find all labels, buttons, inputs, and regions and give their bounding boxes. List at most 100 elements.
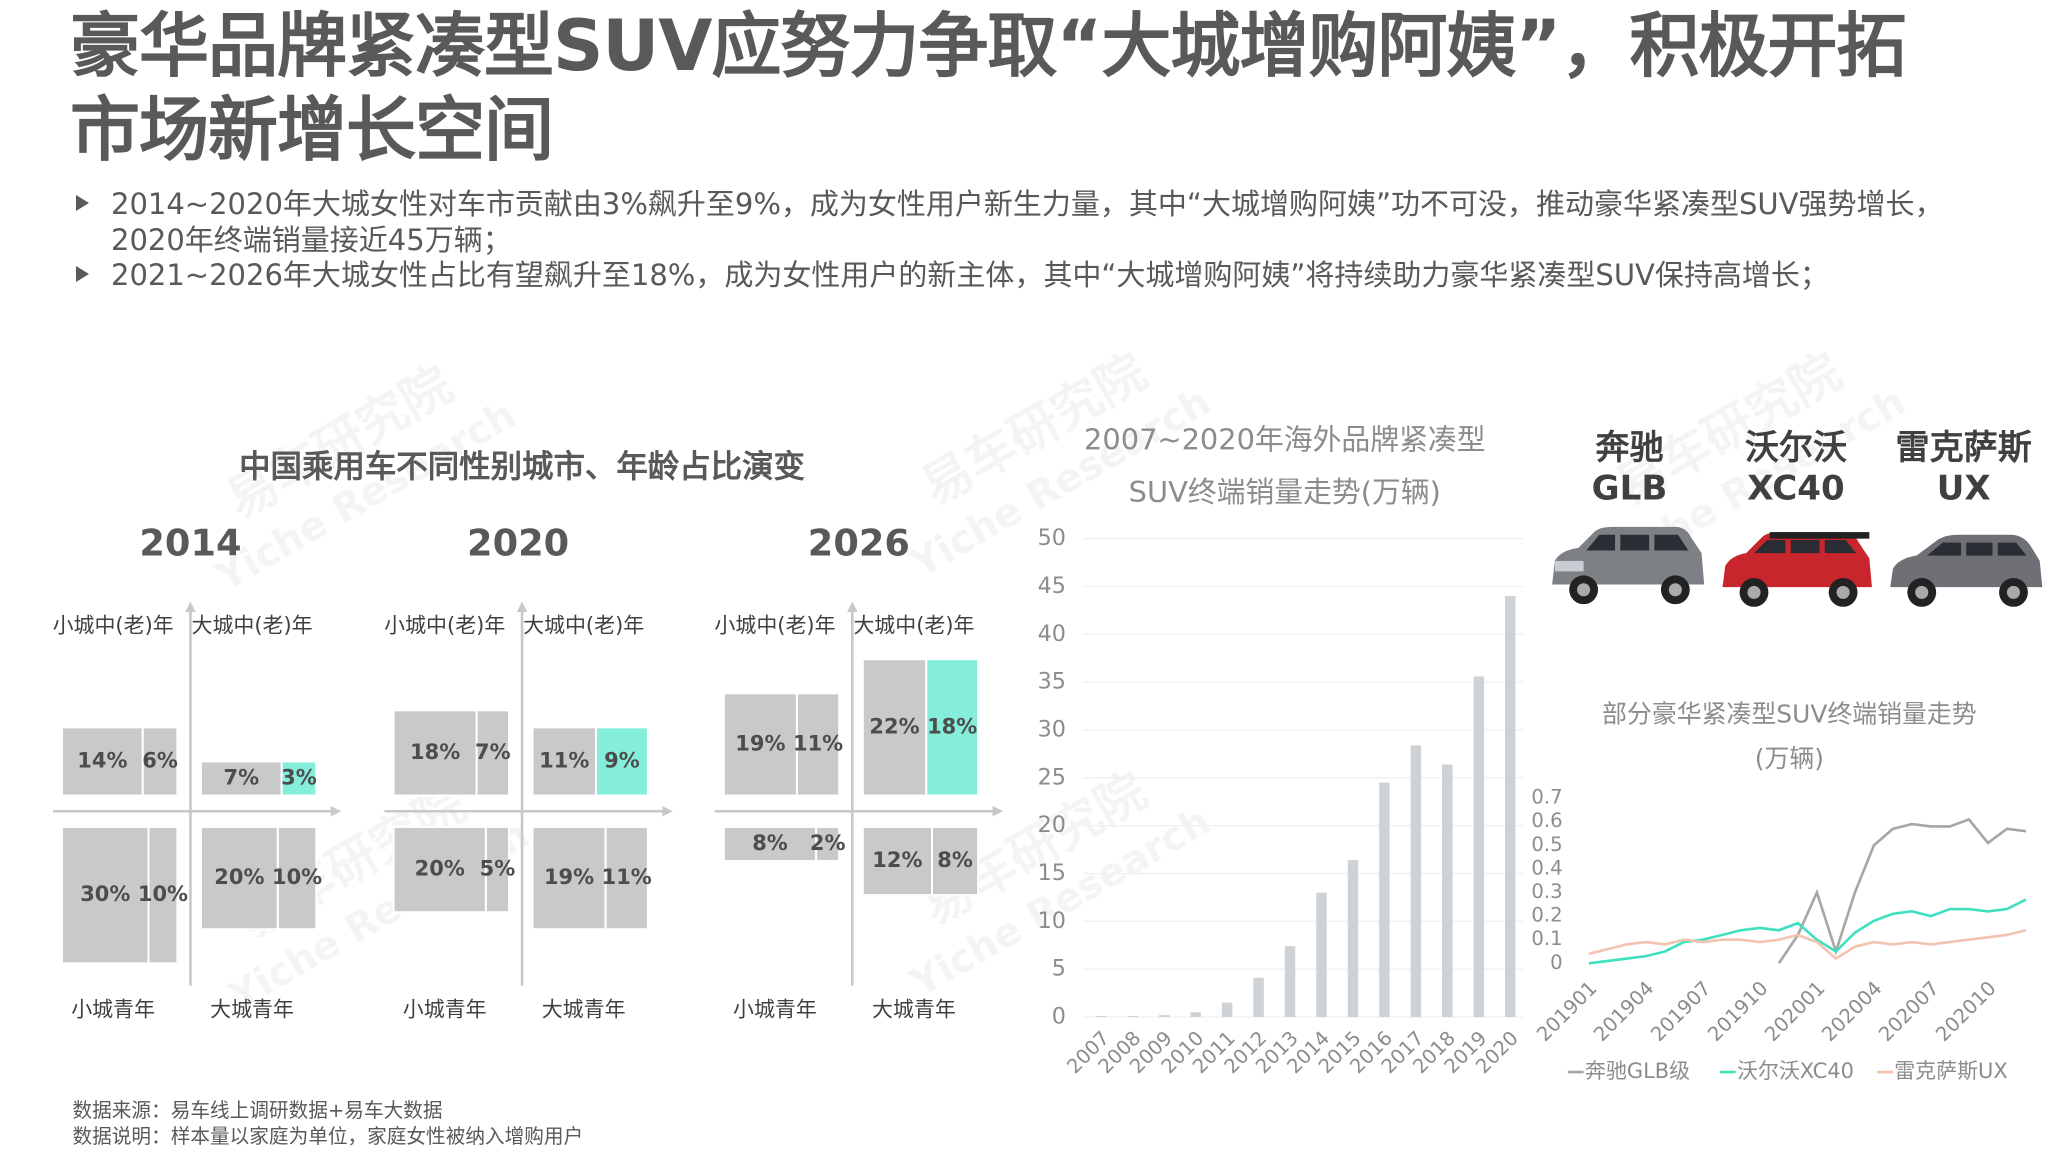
bar	[1096, 1016, 1107, 1018]
segment-label: 18%	[410, 740, 460, 764]
chart-title: 部分豪华紧凑型SUV终端销量走势	[1602, 700, 1977, 729]
segment	[392, 825, 487, 914]
segment-label: 14%	[77, 748, 127, 772]
segment	[722, 692, 798, 797]
segment	[531, 825, 607, 931]
y-tick-label: 0.2	[1531, 904, 1562, 927]
segment	[815, 825, 841, 863]
segment	[861, 658, 928, 797]
car-brand: 奔驰	[1595, 428, 1663, 468]
legend-label: 奔驰GLB级	[1585, 1059, 1690, 1083]
bar	[1473, 676, 1485, 1018]
segment-label: 6%	[142, 748, 178, 772]
quadrant-label: 大城青年	[210, 997, 294, 1021]
segment-label: 3%	[281, 765, 317, 789]
y-tick-label: 50	[1038, 525, 1066, 551]
segment	[199, 825, 279, 931]
segment-label: 7%	[475, 740, 511, 764]
series-line	[1588, 928, 2027, 961]
segment-label: 10%	[272, 865, 322, 889]
note: 数据来源：易车线上调研数据+易车大数据	[73, 1099, 443, 1122]
slide-title: 豪华品牌紧凑型SUV应努力争取“大城增购阿姨”，积极开拓市场新增长空间	[70, 5, 1906, 171]
segment	[931, 825, 980, 897]
series-line	[1588, 898, 2027, 965]
segment-label: 11%	[602, 865, 652, 889]
axis-arrow	[516, 601, 528, 613]
segment-label: 19%	[544, 865, 594, 889]
car-image	[1890, 534, 2043, 607]
x-tick-label: 201907	[1646, 977, 1715, 1046]
segment	[141, 726, 179, 797]
segment-label: 9%	[604, 748, 640, 772]
car-model: UX	[1937, 469, 1991, 509]
bar	[1127, 1016, 1139, 1018]
y-tick-label: 0.5	[1531, 833, 1562, 856]
quadrant-label: 小城中(老)年	[714, 613, 835, 637]
segment	[276, 825, 318, 931]
bar	[1190, 1012, 1201, 1018]
car-image	[1722, 532, 1872, 607]
x-tick-label: 201910	[1703, 977, 1772, 1046]
quadrant-label: 大城青年	[872, 997, 956, 1021]
y-tick-label: 10	[1038, 908, 1066, 934]
segment-label: 8%	[937, 848, 973, 872]
segment	[61, 726, 144, 797]
y-tick-label: 5	[1052, 956, 1066, 982]
segment-label: 20%	[415, 857, 465, 881]
segment-label: 7%	[224, 765, 260, 789]
y-tick-label: 40	[1038, 621, 1066, 647]
car-model: XC40	[1747, 469, 1844, 509]
quadrant-label: 小城青年	[403, 997, 487, 1021]
segment	[484, 825, 510, 914]
segment	[147, 825, 179, 965]
segment-label: 8%	[752, 831, 788, 855]
note: 数据说明：样本量以家庭为单位，家庭女性被纳入增购用户	[73, 1125, 584, 1148]
axis-arrow	[992, 806, 1004, 817]
x-tick-label: 201901	[1532, 977, 1601, 1046]
y-tick-label: 30	[1038, 716, 1066, 742]
y-tick-label: 0.7	[1531, 786, 1562, 809]
y-tick-label: 0	[1550, 951, 1562, 974]
bar	[1284, 946, 1296, 1018]
y-tick-label: 20	[1038, 812, 1066, 838]
bullet-marker	[76, 266, 89, 282]
segment	[61, 825, 150, 965]
y-tick-label: 0.3	[1531, 880, 1562, 903]
legend-label: 沃尔沃XC40	[1737, 1059, 1854, 1083]
segment	[795, 692, 841, 797]
legend-label: 雷克萨斯UX	[1894, 1059, 2008, 1083]
series-line	[1777, 817, 2027, 965]
segment	[925, 658, 980, 797]
axis-arrow	[185, 601, 196, 613]
y-tick-label: 15	[1038, 860, 1066, 886]
x-tick-label: 202010	[1931, 977, 2000, 1046]
bar	[1442, 764, 1453, 1018]
segment	[531, 726, 597, 797]
segment-label: 12%	[872, 848, 922, 872]
segment-label: 22%	[869, 714, 919, 738]
x-tick-label: 202007	[1874, 977, 1943, 1046]
chart-title: (万辆)	[1755, 744, 1824, 773]
axis-arrow	[662, 806, 673, 817]
x-tick-label: 202001	[1760, 977, 1829, 1046]
y-tick-label: 0.1	[1531, 927, 1562, 950]
quadrant-label: 小城青年	[71, 997, 155, 1021]
y-tick-label: 0.4	[1531, 856, 1562, 879]
quadrant-label: 大城中(老)年	[192, 613, 313, 637]
y-tick-label: 45	[1038, 573, 1066, 599]
bar	[1221, 1002, 1233, 1018]
quadrant-label: 大城青年	[542, 997, 626, 1021]
car-image	[1552, 526, 1705, 605]
quadrant-label: 小城中(老)年	[384, 613, 505, 637]
segment-label: 5%	[480, 857, 516, 881]
segment	[475, 709, 510, 797]
segment-label: 19%	[735, 731, 785, 755]
bar	[1158, 1015, 1170, 1018]
bar	[1347, 860, 1359, 1018]
x-tick-label: 202004	[1817, 977, 1886, 1046]
quadrant-label: 小城中(老)年	[53, 613, 174, 637]
chart-title: 中国乘用车不同性别城市、年龄占比演变	[239, 448, 805, 485]
segment-label: 11%	[539, 748, 589, 772]
quadrant-label: 大城中(老)年	[523, 613, 644, 637]
